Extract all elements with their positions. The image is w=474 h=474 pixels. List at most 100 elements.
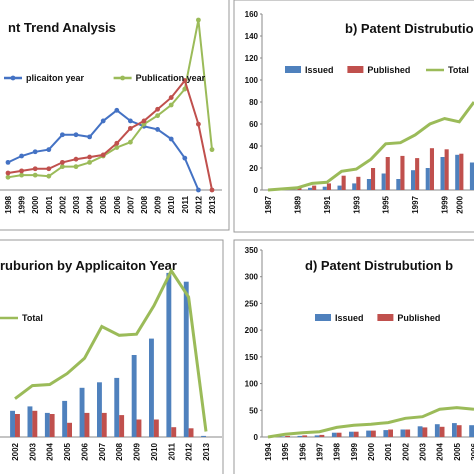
panel-d-x-tick: 2003	[419, 442, 428, 460]
panel-a-x-tick: 2004	[86, 195, 95, 213]
panel-b-y-tick: 20	[249, 164, 258, 173]
panel-c-bar	[67, 422, 72, 437]
panel-b-bar	[312, 185, 317, 190]
panel-a-data-point	[168, 95, 174, 100]
panel-a-x-tick: 2003	[72, 195, 81, 213]
panel-b-title: b) Patent Distrubution	[345, 21, 474, 36]
panel-c-bar	[32, 410, 38, 438]
panel-b-legend-swatch	[347, 66, 364, 73]
panel-c-bar	[79, 387, 85, 437]
panel-a-title: nt Trend Analysis	[8, 20, 116, 35]
panel-c-bar	[44, 412, 50, 437]
panel-a-legend-label: plicaiton year	[26, 73, 85, 83]
panel-a-data-point	[19, 168, 24, 174]
panel-a-data-point	[155, 113, 161, 119]
panel-d-x-tick: 1997	[316, 442, 325, 460]
panel-b-bar	[337, 185, 342, 190]
panel-d-bar	[331, 432, 337, 437]
panel-a-frame	[0, 0, 230, 231]
panel-a-x-tick: 2013	[208, 195, 217, 213]
panel-d-x-tick: 1996	[298, 442, 307, 460]
panel-b-bar	[411, 170, 416, 190]
panel-a-data-point	[32, 149, 38, 155]
panel-a-data-point	[87, 134, 92, 140]
panel-b-y-tick: 140	[245, 32, 259, 41]
panel-d-bar	[469, 425, 474, 437]
panel-a-x-tick: 2009	[154, 195, 163, 213]
panel-d-x-tick: 2001	[384, 442, 393, 460]
panel-d-y-tick: 100	[245, 380, 259, 389]
panel-d-bar	[366, 430, 371, 437]
panel-b-x-tick: 2000	[455, 195, 464, 213]
panel-a-data-point	[73, 156, 79, 162]
panel-a-data-point	[73, 164, 79, 170]
panel-d-total-line	[267, 406, 474, 439]
panel-a-x-tick: 2012	[194, 195, 203, 213]
panel-c-bar	[188, 428, 194, 438]
panel-d-bar	[405, 429, 411, 437]
panel-b-bar	[366, 179, 371, 190]
panel-d-bar	[388, 429, 393, 437]
panel-a-legend-marker	[10, 75, 16, 81]
panel-d-legend-label: Published	[397, 313, 440, 323]
panel-b-x-tick: 1989	[293, 195, 302, 213]
panel-d-bar	[434, 424, 440, 437]
panel-b-y-tick: 80	[249, 98, 258, 107]
panel-d-bar	[452, 423, 457, 437]
panel-a-data-point	[114, 145, 120, 150]
panel-a-data-point	[32, 172, 38, 178]
panel-a-data-point	[46, 166, 52, 172]
panel-c-bar	[101, 412, 107, 437]
panel-b-bar	[381, 173, 386, 190]
panel-b-legend-label: Published	[367, 65, 410, 75]
panel-d-x-tick: 2005	[453, 442, 462, 460]
panel-c-x-tick: 2006	[80, 442, 89, 460]
panel-d-x-tick: 1995	[281, 442, 290, 460]
panel-c-bar	[49, 414, 55, 437]
panel-c-x-tick: 2004	[46, 442, 55, 460]
panel-c-x-tick: 2005	[63, 442, 72, 460]
panel-d-bar	[353, 431, 359, 437]
panel-d-bar	[422, 427, 428, 437]
panel-a-data-point	[46, 147, 52, 153]
panel-d-legend-label: Issued	[335, 313, 364, 323]
panel-d-y-tick: 250	[245, 299, 259, 308]
panel-a-data-point	[46, 173, 52, 179]
panel-b-bar	[308, 187, 313, 190]
panel-a-data-point	[127, 118, 133, 124]
panel-a-legend-label: Publication year	[136, 73, 206, 83]
panel-a-data-point	[100, 152, 106, 158]
panel-b-bar	[322, 186, 327, 190]
panel-a-data-point	[19, 153, 24, 159]
panel-c-x-tick: 2008	[115, 442, 124, 460]
panel-a-data-point	[155, 127, 161, 132]
panel-c-bar	[84, 412, 90, 437]
panel-d-bar	[336, 432, 342, 437]
panel-b-y-tick: 160	[245, 10, 259, 19]
panel-a-data-point	[5, 170, 11, 176]
panel-a-x-tick: 2000	[31, 195, 40, 213]
panel-a-data-point	[155, 106, 161, 112]
panel-d-bar	[319, 434, 325, 437]
panel-d-title: d) Patent Distrubution b	[305, 258, 453, 273]
panel-b-bar	[429, 148, 434, 190]
panel-b-bar	[400, 155, 405, 190]
panel-a-x-tick: 1998	[4, 195, 13, 213]
panel-a-data-point	[5, 174, 11, 180]
panel-b-legend-label: Issued	[305, 65, 334, 75]
panel-d-x-tick: 2002	[401, 442, 410, 460]
panel-d-y-tick: 0	[254, 433, 259, 442]
panel-c-bar	[171, 427, 177, 437]
panel-a-data-point	[182, 78, 188, 83]
panel-b-frame	[233, 0, 474, 233]
panel-a-x-tick: 2011	[181, 195, 190, 213]
panel-d-bar	[285, 435, 290, 437]
panel-a-x-tick: 2001	[45, 195, 54, 213]
panel-b-bar	[455, 154, 460, 190]
panel-d-y-tick: 200	[245, 326, 259, 335]
panel-a-x-tick: 2006	[113, 195, 122, 213]
panel-a-x-tick: 1999	[18, 195, 27, 213]
panel-a-data-point	[19, 172, 24, 178]
panel-d-y-tick: 350	[245, 246, 259, 255]
panel-d-legend-swatch	[377, 314, 394, 321]
